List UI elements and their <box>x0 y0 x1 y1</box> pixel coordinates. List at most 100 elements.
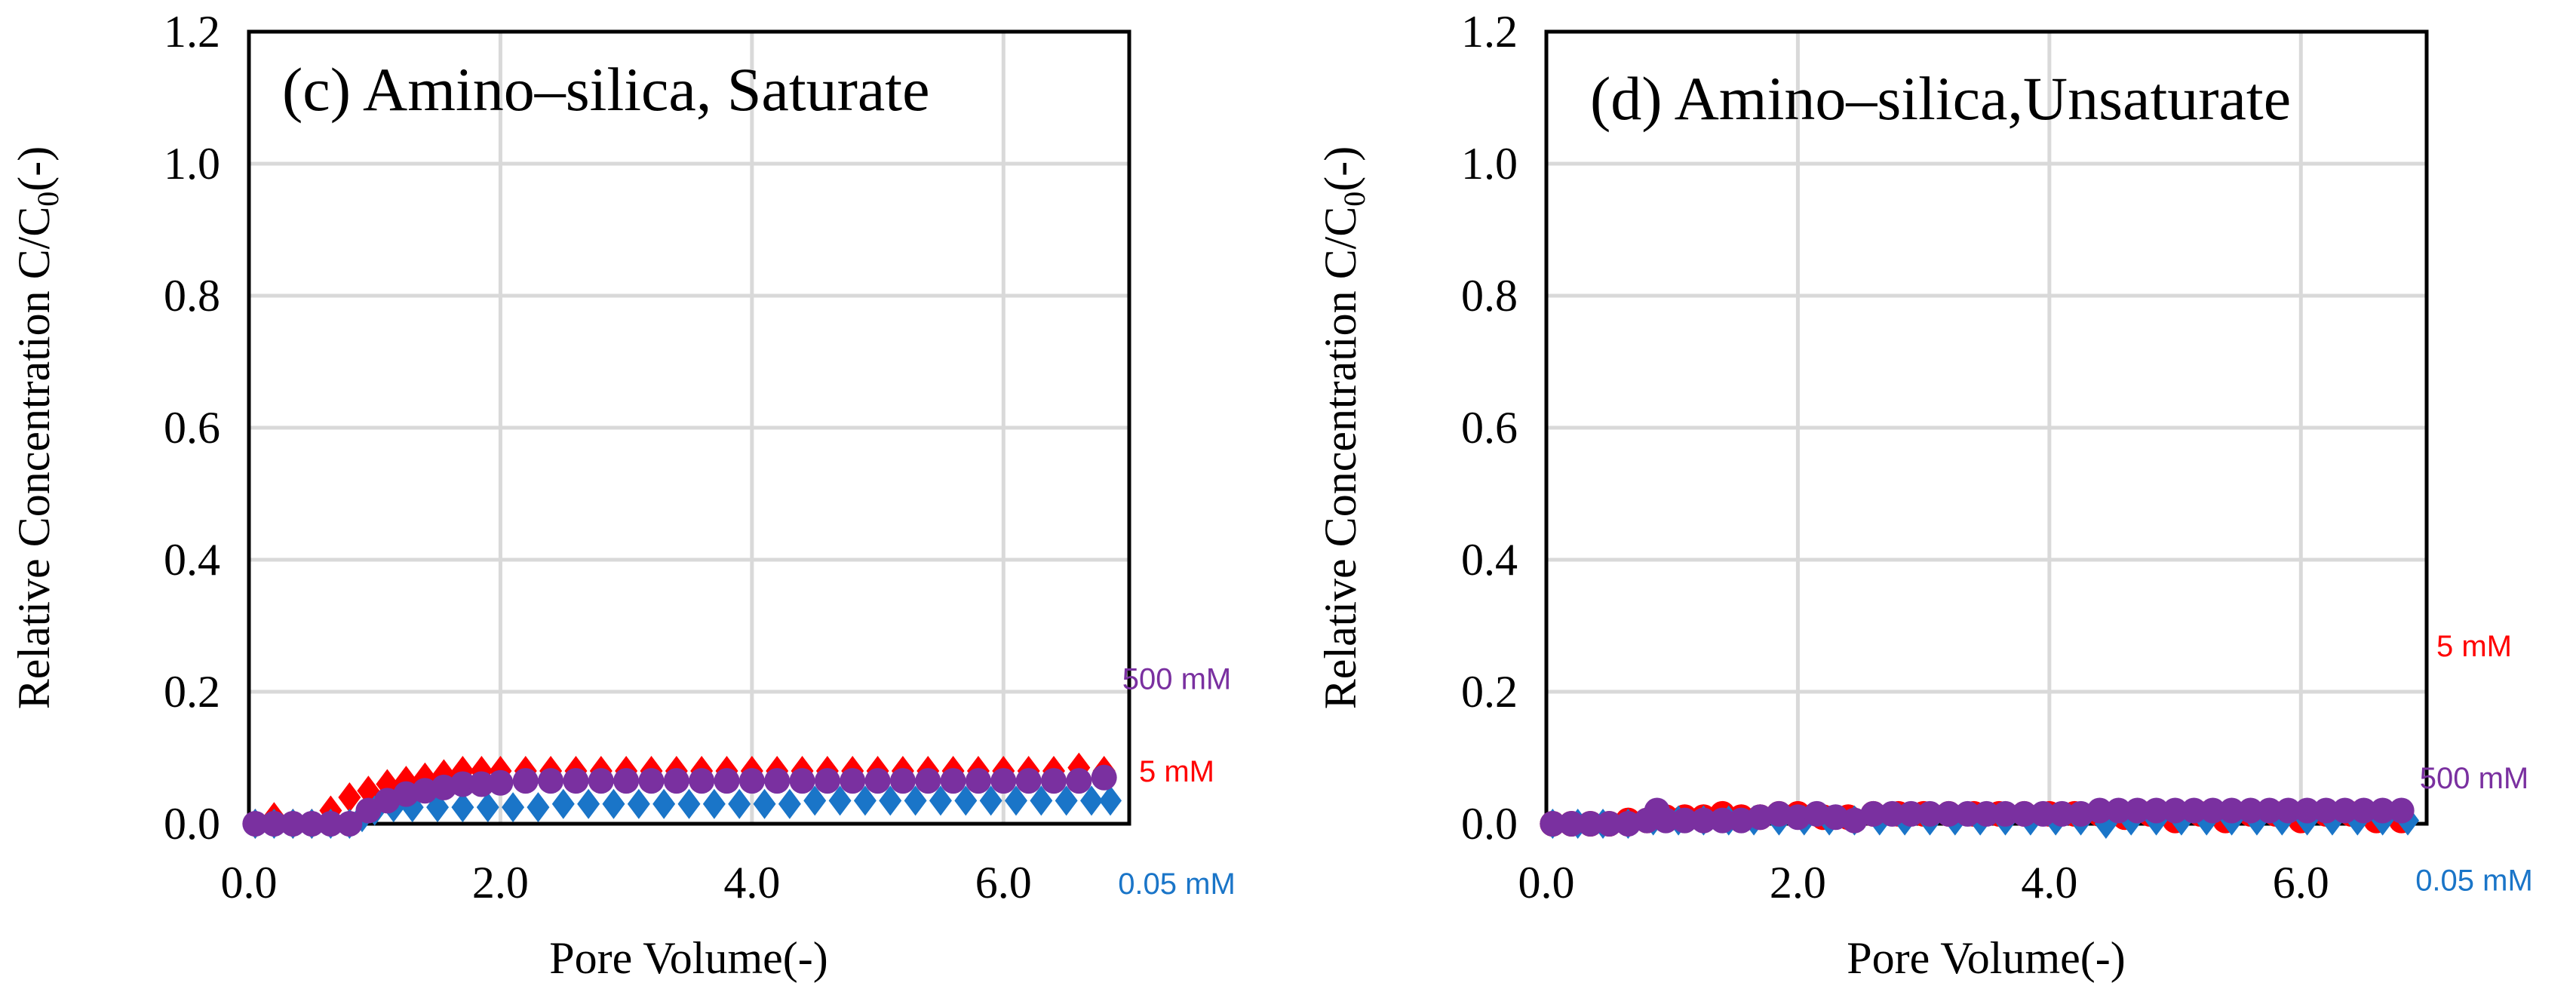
data-point <box>476 792 499 823</box>
data-point <box>1653 807 1679 834</box>
data-point <box>2350 797 2377 824</box>
x-tick-label: 4.0 <box>2021 858 2077 907</box>
data-point <box>2237 797 2264 824</box>
data-point <box>280 811 306 837</box>
y-tick-label: 0.6 <box>164 403 220 453</box>
data-point <box>502 792 525 823</box>
data-point <box>563 768 589 794</box>
label-005mm: 0.05 mM <box>1118 868 1236 901</box>
data-point <box>2049 800 2075 827</box>
data-point <box>512 768 539 794</box>
y-tick-label: 0.2 <box>164 667 220 717</box>
data-point <box>2218 797 2245 824</box>
data-point <box>677 788 701 819</box>
data-point <box>979 785 1002 816</box>
data-point <box>2124 797 2151 824</box>
y-axis-label-main: Relative Concentration C/C <box>1316 207 1365 710</box>
y-axis-label-main: Relative Concentration C/C <box>9 207 59 710</box>
data-point <box>1004 785 1027 816</box>
data-point <box>1040 768 1067 794</box>
data-point <box>689 768 715 794</box>
data-point <box>2313 797 2339 824</box>
data-point <box>1822 804 1849 831</box>
data-point <box>828 785 852 816</box>
data-point <box>840 768 866 794</box>
y-tick-label: 1.0 <box>164 139 220 189</box>
y-axis-label: Relative Concentration C/C0(-) <box>9 146 65 710</box>
x-tick-label: 0.0 <box>1518 858 1575 907</box>
gridlines <box>249 32 1129 824</box>
data-point <box>2256 797 2283 824</box>
data-point <box>1091 764 1117 791</box>
data-point <box>1015 768 1042 794</box>
data-point <box>1690 807 1717 834</box>
data-point <box>2181 797 2207 824</box>
series-500mm <box>242 764 1117 837</box>
data-point <box>487 769 514 796</box>
y-axis-label: Relative Concentration C/C0(-) <box>1316 146 1371 710</box>
data-point <box>1596 811 1623 837</box>
data-point <box>663 768 689 794</box>
data-point <box>468 771 495 797</box>
data-point <box>431 774 457 800</box>
data-point <box>879 785 902 816</box>
data-point <box>338 782 361 812</box>
data-point <box>2068 800 2094 827</box>
label-500mm: 500 mM <box>2420 762 2529 795</box>
plot-frame <box>247 29 1131 826</box>
data-point <box>1898 800 1924 827</box>
data-point <box>1540 811 1566 837</box>
data-point <box>1879 800 1905 827</box>
y-tick-label: 0.4 <box>164 535 220 585</box>
data-point <box>318 811 344 837</box>
data-point <box>393 781 419 807</box>
gridlines <box>1546 32 2427 824</box>
data-point <box>412 778 438 804</box>
chart-title: (d) Amino–silica,Unsaturate <box>1590 64 2291 133</box>
x-axis-label: Pore Volume(-) <box>1847 933 2125 983</box>
data-point <box>451 792 474 823</box>
data-point <box>1615 811 1641 837</box>
data-point <box>588 768 614 794</box>
data-point <box>1577 811 1604 837</box>
data-point <box>2332 797 2358 824</box>
data-point <box>1055 785 1078 816</box>
data-point <box>1030 785 1053 816</box>
series-labels: 5 mM 0.05 mM 500 mM <box>1118 663 1236 901</box>
data-point <box>728 788 751 819</box>
y-tick-label: 1.2 <box>1461 7 1518 57</box>
x-tick-labels: 0.0 2.0 4.0 6.0 <box>1518 858 2329 907</box>
data-point <box>242 811 269 837</box>
data-point <box>2105 797 2132 824</box>
data-marks <box>1540 797 2419 839</box>
data-point <box>965 768 991 794</box>
y-tick-label: 0.2 <box>1461 667 1518 717</box>
data-point <box>299 811 325 837</box>
data-point <box>2143 797 2169 824</box>
data-point <box>1066 768 1092 794</box>
data-point <box>2200 797 2226 824</box>
y-tick-label: 0.0 <box>164 799 220 849</box>
data-point <box>2162 797 2188 824</box>
data-point <box>764 768 791 794</box>
data-marks <box>242 752 1122 839</box>
data-point <box>803 785 827 816</box>
data-point <box>1728 807 1755 834</box>
data-point <box>864 768 891 794</box>
data-point <box>261 811 287 837</box>
x-tick-label: 2.0 <box>472 858 529 907</box>
data-point <box>778 788 801 819</box>
x-tick-label: 4.0 <box>723 858 780 907</box>
data-point <box>1936 800 1962 827</box>
data-point <box>702 788 726 819</box>
data-point <box>1973 800 2000 827</box>
data-point <box>889 768 916 794</box>
data-point <box>940 768 966 794</box>
data-point <box>714 768 740 794</box>
x-tick-labels: 0.0 2.0 4.0 6.0 <box>221 858 1032 907</box>
data-point <box>2294 797 2320 824</box>
data-point <box>1558 811 1585 837</box>
y-axis-label-suffix: (-) <box>1316 146 1365 192</box>
data-point <box>954 785 978 816</box>
y-tick-label: 0.8 <box>164 271 220 321</box>
